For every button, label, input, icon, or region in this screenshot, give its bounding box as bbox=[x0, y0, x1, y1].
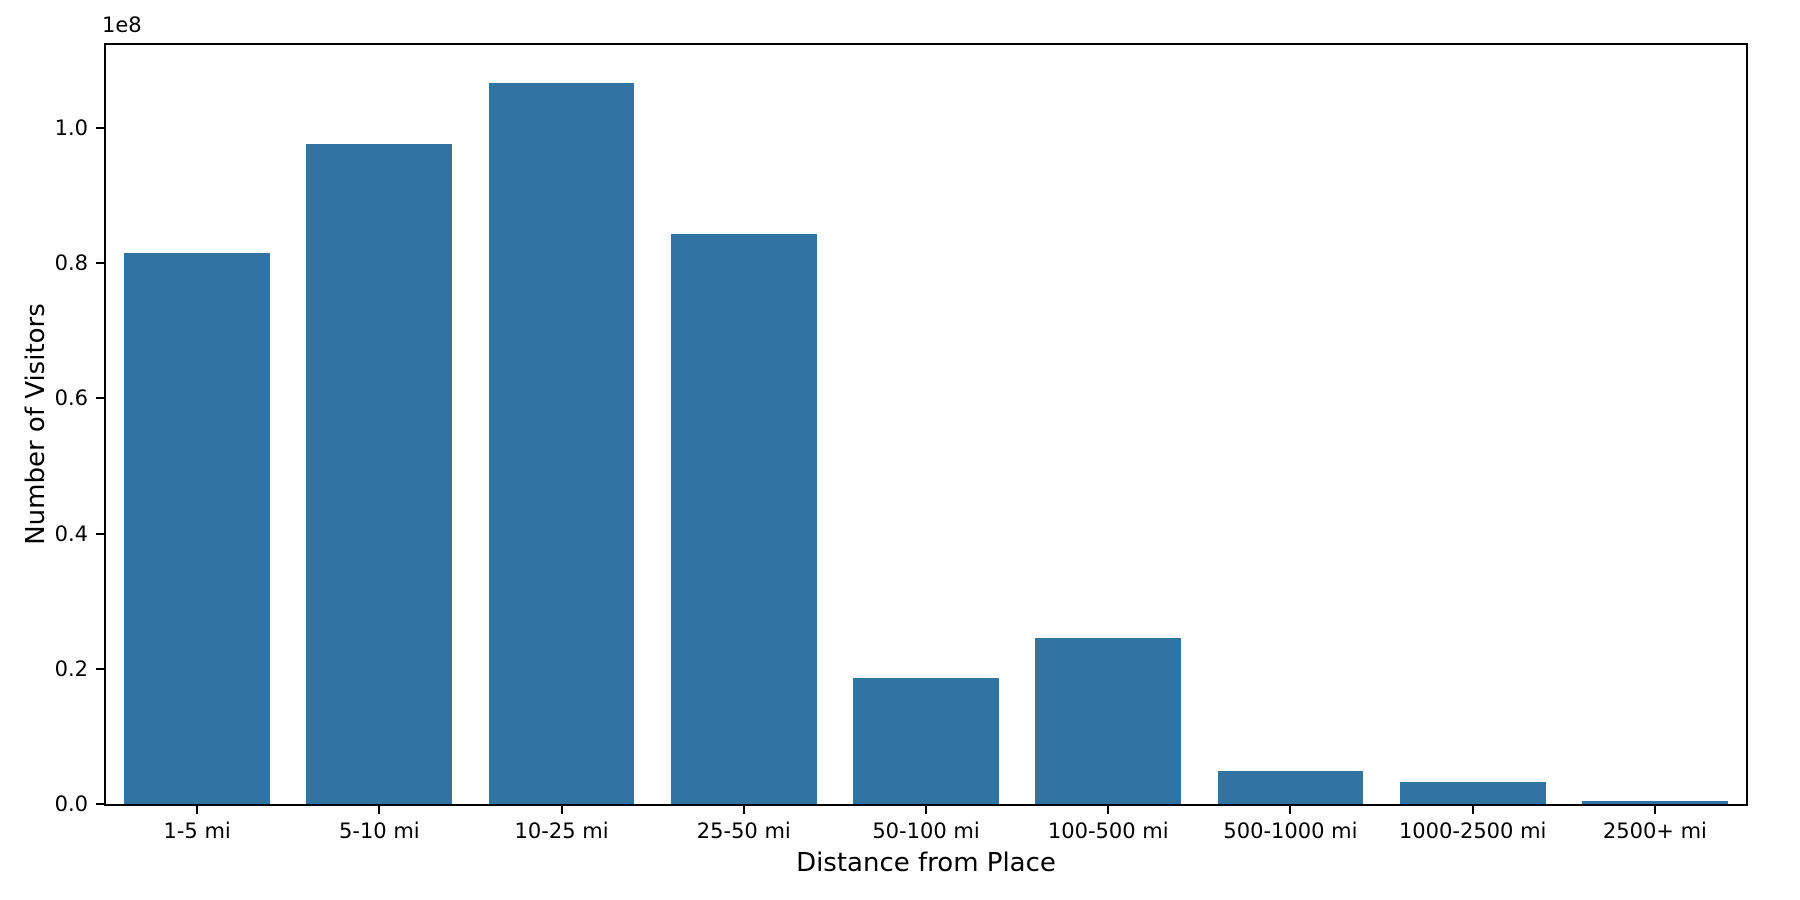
x-tick-label: 2500+ mi bbox=[1602, 819, 1707, 843]
x-tick-label: 1-5 mi bbox=[163, 819, 231, 843]
bar-1-5-mi bbox=[124, 253, 270, 804]
bar-500-1000-mi bbox=[1217, 770, 1364, 804]
y-tick-label: 1.0 bbox=[54, 116, 88, 141]
x-tick-mark bbox=[742, 806, 745, 814]
x-tick-label: 500-1000 mi bbox=[1223, 819, 1358, 843]
x-tick-mark bbox=[1107, 806, 1110, 814]
x-tick-label: 1000-2500 mi bbox=[1398, 819, 1547, 843]
y-tick-mark bbox=[96, 127, 104, 130]
x-tick-mark bbox=[1471, 806, 1474, 814]
y-axis-offset-label: 1e8 bbox=[102, 13, 142, 37]
y-tick-label: 0.8 bbox=[54, 251, 88, 276]
x-tick-mark bbox=[1289, 806, 1292, 814]
bar-5-10-mi bbox=[306, 144, 453, 804]
y-tick-label: 0.0 bbox=[54, 792, 88, 816]
y-tick-label: 0.4 bbox=[54, 521, 88, 546]
x-tick-label: 50-100 mi bbox=[872, 819, 980, 843]
y-tick-mark bbox=[96, 532, 104, 535]
y-tick-label: 0.2 bbox=[54, 656, 88, 681]
x-tick-mark bbox=[378, 806, 381, 814]
y-tick-mark bbox=[96, 262, 104, 265]
x-tick-label: 100-500 mi bbox=[1047, 819, 1169, 843]
x-tick-label: 5-10 mi bbox=[339, 819, 420, 843]
plot-area bbox=[104, 43, 1748, 806]
bar-10-25-mi bbox=[488, 82, 635, 804]
bar-2500-mi bbox=[1582, 801, 1728, 804]
x-tick-mark bbox=[196, 806, 199, 814]
x-tick-mark bbox=[925, 806, 927, 814]
x-axis-label: Distance from Place bbox=[796, 848, 1056, 878]
y-tick-label: 0.6 bbox=[54, 386, 88, 411]
x-tick-mark bbox=[1653, 806, 1656, 814]
y-tick-mark bbox=[96, 803, 104, 805]
bar-50-100-mi bbox=[853, 677, 999, 804]
x-tick-mark bbox=[560, 806, 563, 814]
y-axis-label: Number of Visitors bbox=[21, 303, 51, 545]
bar-1000-2500-mi bbox=[1399, 782, 1546, 804]
x-tick-label: 10-25 mi bbox=[514, 819, 609, 843]
x-tick-label: 25-50 mi bbox=[696, 819, 791, 843]
bar-25-50-mi bbox=[670, 234, 817, 804]
y-tick-mark bbox=[96, 397, 104, 400]
y-tick-mark bbox=[96, 667, 104, 670]
bar-100-500-mi bbox=[1035, 638, 1182, 804]
